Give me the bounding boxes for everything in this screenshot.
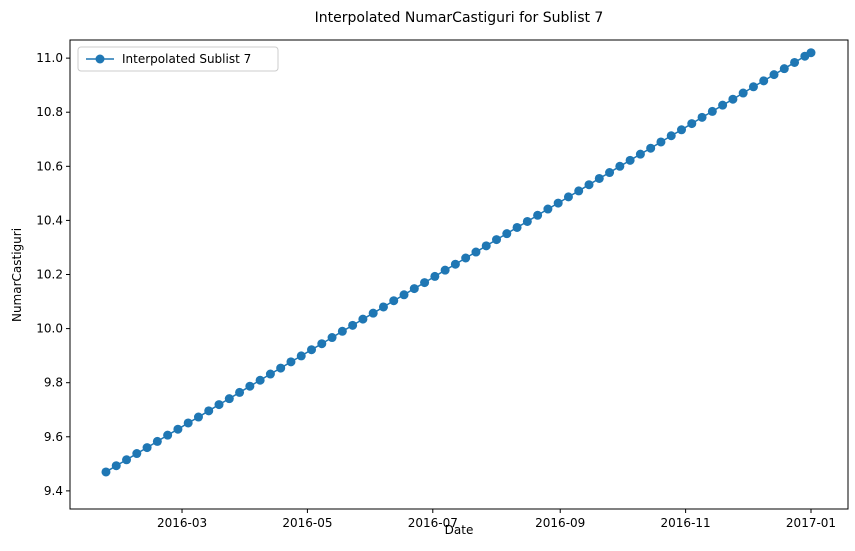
- x-axis-label: Date: [445, 523, 474, 537]
- point: [707, 106, 717, 116]
- y-tick-label: 9.6: [44, 430, 63, 444]
- point: [111, 461, 121, 471]
- point: [584, 180, 594, 190]
- point: [450, 259, 460, 269]
- point: [574, 186, 584, 196]
- x-tick-label: 2016-03: [157, 516, 207, 530]
- point: [656, 137, 666, 147]
- point: [677, 125, 687, 135]
- y-tick-label: 9.8: [44, 376, 63, 390]
- point: [224, 394, 234, 404]
- point: [605, 168, 615, 178]
- x-tick-label: 2016-05: [282, 516, 332, 530]
- point: [759, 76, 769, 86]
- point: [132, 449, 142, 459]
- x-tick-label: 2016-09: [535, 516, 585, 530]
- point: [204, 406, 214, 416]
- point: [646, 143, 656, 153]
- legend-label: Interpolated Sublist 7: [122, 52, 251, 66]
- y-tick-label: 10.0: [36, 322, 63, 336]
- point: [779, 64, 789, 74]
- point: [625, 155, 635, 165]
- point: [255, 375, 265, 385]
- point: [296, 351, 306, 361]
- chart-title: Interpolated NumarCastiguri for Sublist …: [315, 10, 604, 26]
- point: [214, 400, 224, 410]
- point: [122, 455, 132, 465]
- point: [461, 253, 471, 263]
- x-tick-label: 2017-01: [786, 516, 836, 530]
- series-line: [105, 52, 812, 473]
- point: [358, 314, 368, 324]
- point: [492, 235, 502, 245]
- point: [183, 418, 193, 428]
- y-tick-label: 9.4: [44, 484, 63, 498]
- point: [718, 100, 728, 110]
- point: [327, 333, 337, 343]
- y-tick-label: 10.4: [36, 213, 63, 227]
- point: [594, 173, 604, 183]
- point: [666, 131, 676, 141]
- point: [697, 112, 707, 122]
- plot-frame: [69, 39, 849, 510]
- point: [193, 412, 203, 422]
- point: [348, 320, 358, 330]
- point: [471, 247, 481, 257]
- point: [769, 70, 779, 80]
- point: [101, 467, 111, 477]
- point: [307, 345, 317, 355]
- point: [481, 241, 491, 251]
- point: [687, 119, 697, 129]
- point: [728, 94, 738, 104]
- point: [748, 82, 758, 92]
- point: [235, 387, 245, 397]
- point: [163, 430, 173, 440]
- y-axis-label: NumarCastiguri: [10, 228, 24, 322]
- point: [533, 210, 543, 220]
- x-tick-label: 2016-11: [661, 516, 711, 530]
- point: [790, 57, 800, 67]
- point: [563, 192, 573, 202]
- x-tick-label: 2016-07: [408, 516, 458, 530]
- point: [152, 436, 162, 446]
- point: [265, 369, 275, 379]
- point: [430, 271, 440, 281]
- point: [615, 161, 625, 171]
- point: [286, 357, 296, 367]
- point: [502, 229, 512, 239]
- point: [173, 424, 183, 434]
- point: [317, 339, 327, 349]
- point: [389, 296, 399, 306]
- point: [543, 204, 553, 214]
- y-tick-label: 10.2: [36, 268, 63, 282]
- point: [378, 302, 388, 312]
- point: [337, 326, 347, 336]
- point: [738, 88, 748, 98]
- point: [409, 284, 419, 294]
- point: [368, 308, 378, 318]
- y-tick-label: 10.6: [36, 159, 63, 173]
- point: [420, 278, 430, 288]
- point: [635, 149, 645, 159]
- y-tick-label: 11.0: [36, 51, 63, 65]
- point: [276, 363, 286, 373]
- point: [522, 216, 532, 226]
- legend-box: [77, 46, 279, 72]
- legend-marker: [95, 54, 105, 64]
- point: [553, 198, 563, 208]
- point: [512, 222, 522, 232]
- point: [440, 265, 450, 275]
- y-tick-label: 10.8: [36, 105, 63, 119]
- point: [399, 290, 409, 300]
- point: [245, 381, 255, 391]
- point: [806, 48, 816, 58]
- point: [142, 443, 152, 453]
